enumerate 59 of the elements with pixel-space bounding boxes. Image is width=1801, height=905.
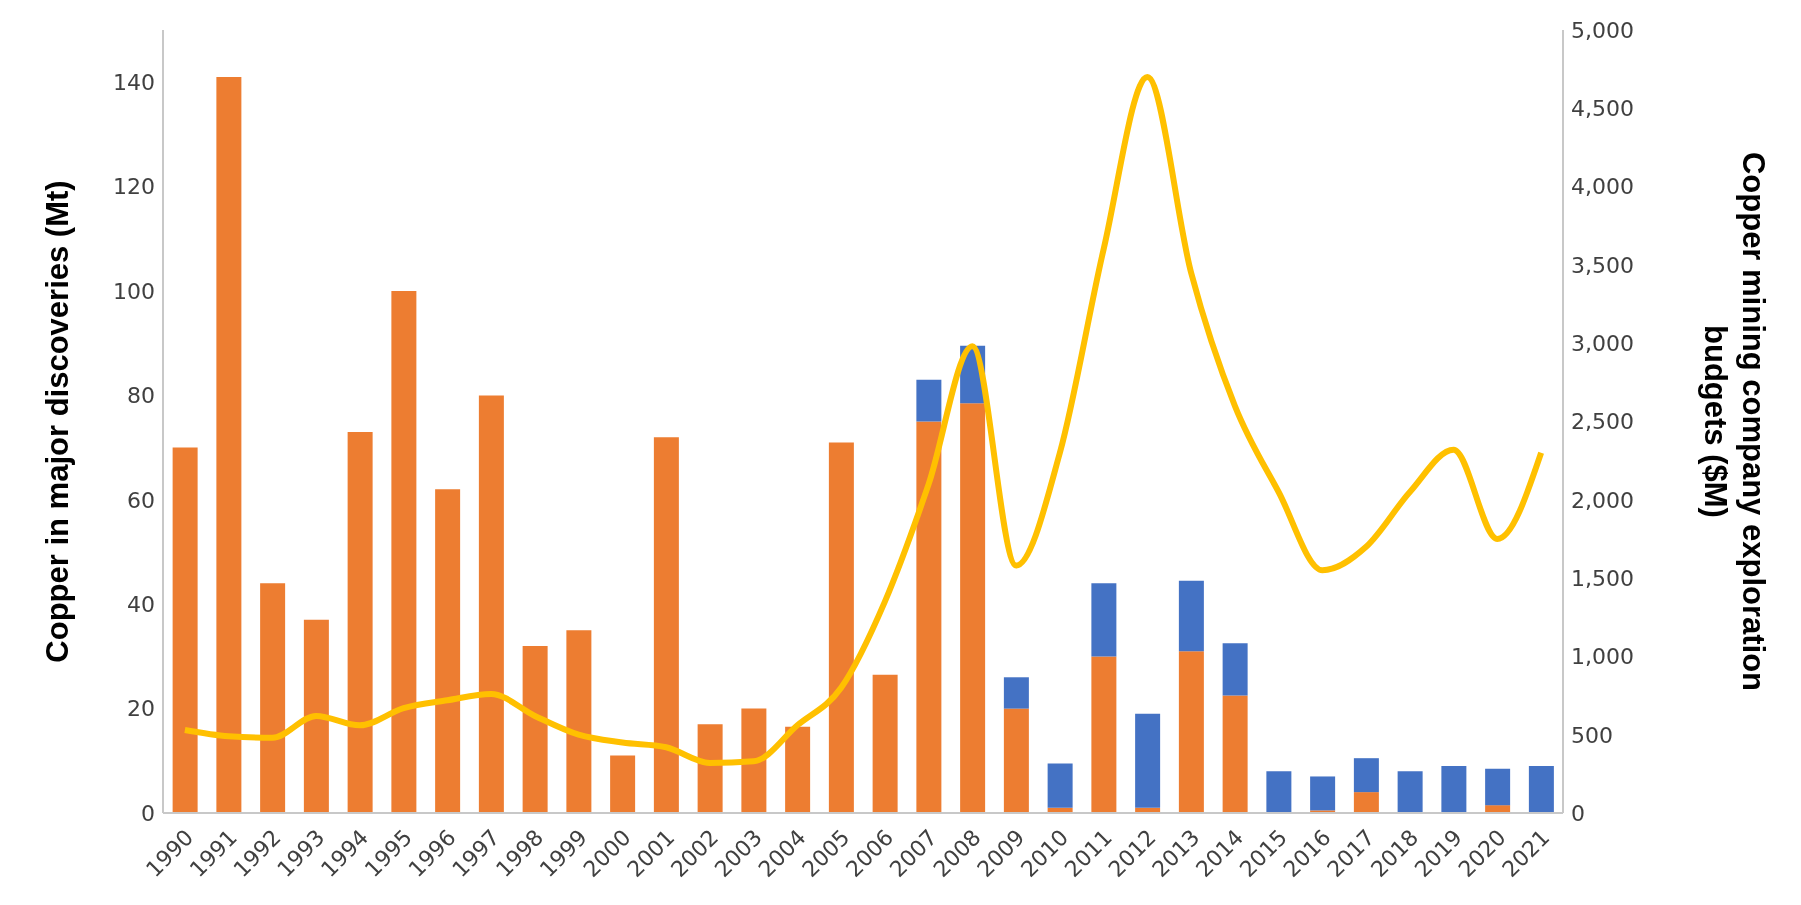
y-tick-label: 60 <box>127 487 155 513</box>
y2-tick-label: 1,000 <box>1571 644 1634 670</box>
bar <box>1528 766 1554 813</box>
y2-tick-label: 4,000 <box>1571 174 1634 200</box>
bar <box>260 583 286 813</box>
bar <box>1222 695 1248 813</box>
bar <box>1353 758 1379 793</box>
bar <box>828 442 854 813</box>
bar <box>916 421 942 813</box>
y-tick-label: 100 <box>113 278 155 304</box>
bar <box>435 489 461 813</box>
bar <box>478 395 504 813</box>
bar <box>1441 766 1467 813</box>
y-tick-label: 0 <box>141 800 155 826</box>
bar <box>785 726 811 813</box>
bar <box>172 447 198 813</box>
bar <box>1222 643 1248 696</box>
y-tick-label: 20 <box>127 696 155 722</box>
bar <box>303 619 329 813</box>
bar <box>1397 771 1423 813</box>
bar <box>1485 768 1511 806</box>
bar <box>697 724 723 813</box>
bar <box>1135 713 1161 808</box>
bar <box>610 755 636 813</box>
bar <box>1003 708 1029 813</box>
bar <box>872 674 898 813</box>
bar <box>653 437 679 813</box>
y2-tick-label: 2,000 <box>1571 487 1634 513</box>
bar <box>1353 792 1379 813</box>
y2-tick-label: 0 <box>1571 800 1585 826</box>
bar <box>1003 677 1029 709</box>
y2-tick-label: 4,500 <box>1571 96 1634 122</box>
y2-tick-label: 1,500 <box>1571 565 1634 591</box>
bar <box>1310 776 1336 811</box>
y2-tick-label: 3,000 <box>1571 331 1634 357</box>
bar <box>216 76 242 813</box>
bar <box>522 645 548 813</box>
bar <box>741 708 767 813</box>
bar <box>1091 583 1117 657</box>
bar <box>1178 580 1204 652</box>
y-tick-label: 140 <box>113 70 155 96</box>
y2-tick-label: 5,000 <box>1571 17 1634 43</box>
y-tick-label: 80 <box>127 383 155 409</box>
bar <box>1178 651 1204 813</box>
bar <box>347 431 373 813</box>
y-tick-label: 40 <box>127 592 155 618</box>
bar <box>566 630 592 813</box>
bar <box>391 291 417 813</box>
bar <box>1266 771 1292 813</box>
y2-axis-title: Copper mining company exploration budgets ($M) <box>1698 151 1771 692</box>
y2-tick-label: 2,500 <box>1571 409 1634 435</box>
bar <box>1091 656 1117 813</box>
y-axis-title: Copper in major discoveries (Mt) <box>40 180 75 663</box>
bar <box>916 379 942 422</box>
y2-tick-label: 3,500 <box>1571 252 1634 278</box>
bar <box>960 403 986 813</box>
bar <box>1047 763 1073 808</box>
y-tick-label: 120 <box>113 174 155 200</box>
y2-tick-label: 500 <box>1571 722 1613 748</box>
